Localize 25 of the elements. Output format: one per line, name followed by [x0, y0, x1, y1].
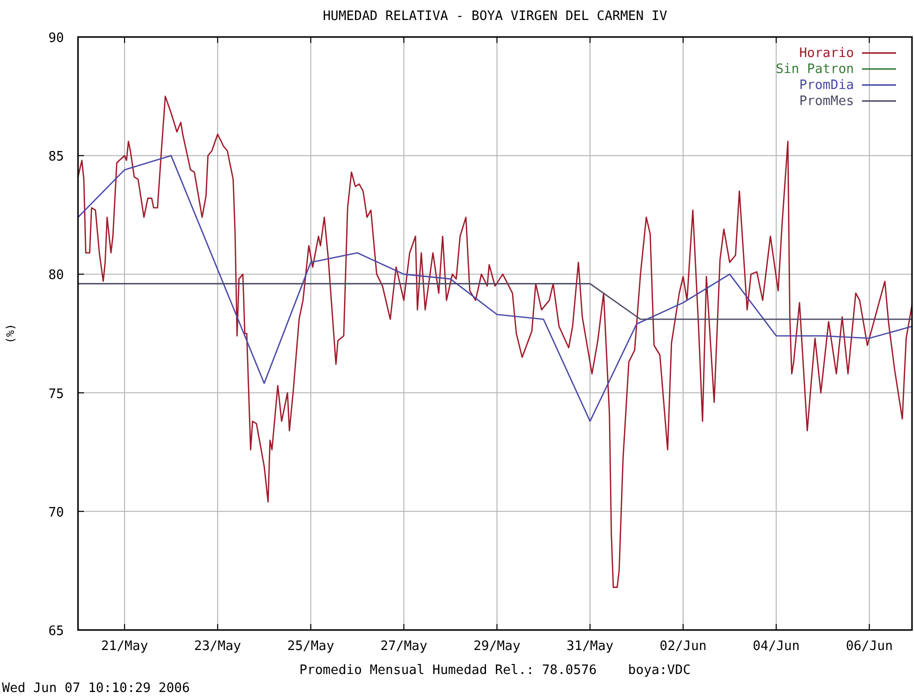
x-tick-label: 23/May [194, 639, 242, 654]
line-series [78, 96, 912, 588]
text: Promedio Mensual Humedad Rel.: 78.0576 boya:VDC [299, 663, 691, 678]
y-tick-label: 80 [48, 268, 64, 284]
x-tick-label: 27/May [380, 639, 428, 654]
y-tick-label: 85 [48, 150, 64, 165]
legend-label: Horario [799, 46, 854, 61]
x-tick-label: 31/May [566, 639, 614, 654]
chart-title: HUMEDAD RELATIVA - BOYA VIRGEN DEL CARMEN IV [322, 9, 668, 24]
legend-label: PromMes [799, 94, 854, 109]
x-tick-label: 04/Jun [752, 639, 800, 654]
x-tick-label: 06/Jun [846, 639, 893, 654]
legend-label: PromDia [799, 78, 854, 93]
x-tick-label: 02/Jun [660, 639, 707, 654]
y-tick-label: 75 [48, 386, 64, 402]
y-axis-title: (%) [4, 324, 17, 344]
y-tick-label: 65 [48, 624, 64, 639]
x-tick-label: 25/May [287, 639, 334, 654]
text: Wed Jun 07 10:10:29 2006 [2, 681, 190, 696]
x-tick-label: 21/May [101, 639, 148, 654]
line-series [78, 154, 912, 422]
y-tick-label: 90 [48, 31, 64, 46]
y-tick-label: 70 [48, 505, 64, 520]
legend-label: Sin Patron [776, 62, 854, 77]
x-tick-label: 29/May [473, 639, 521, 654]
